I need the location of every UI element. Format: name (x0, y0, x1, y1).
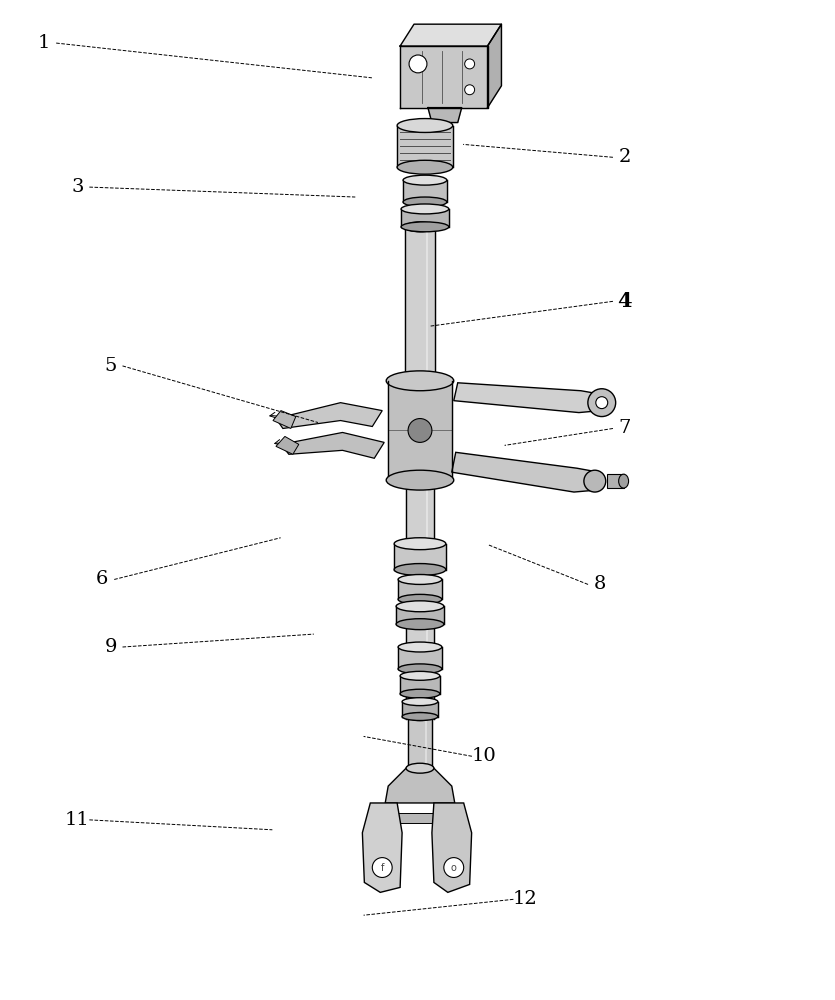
Circle shape (444, 858, 463, 877)
Polygon shape (400, 676, 440, 694)
Ellipse shape (396, 619, 444, 630)
Polygon shape (400, 46, 488, 108)
Ellipse shape (397, 119, 453, 132)
Ellipse shape (398, 642, 442, 652)
Ellipse shape (398, 664, 442, 674)
Ellipse shape (394, 538, 446, 550)
Polygon shape (488, 24, 502, 108)
Polygon shape (405, 227, 435, 381)
Text: 9: 9 (104, 638, 117, 656)
Ellipse shape (402, 713, 438, 721)
Ellipse shape (406, 476, 434, 485)
Ellipse shape (387, 371, 453, 391)
Ellipse shape (398, 594, 442, 604)
Circle shape (465, 85, 474, 95)
Polygon shape (281, 432, 384, 458)
Text: 11: 11 (65, 811, 90, 829)
Text: 12: 12 (513, 890, 538, 908)
Polygon shape (276, 436, 299, 454)
Ellipse shape (406, 763, 434, 773)
Text: 3: 3 (71, 178, 84, 196)
Polygon shape (385, 768, 455, 803)
Circle shape (465, 59, 474, 69)
Ellipse shape (394, 564, 446, 575)
Ellipse shape (403, 197, 447, 207)
Text: f: f (381, 863, 384, 873)
Ellipse shape (401, 222, 448, 232)
Polygon shape (398, 579, 442, 599)
Ellipse shape (405, 222, 435, 232)
Polygon shape (394, 544, 446, 570)
Text: 7: 7 (619, 419, 631, 437)
Ellipse shape (408, 713, 432, 721)
Text: 1: 1 (38, 34, 50, 52)
Polygon shape (402, 702, 438, 717)
Text: 6: 6 (96, 570, 109, 588)
Circle shape (596, 397, 608, 409)
Text: 8: 8 (594, 575, 606, 593)
Text: 5: 5 (104, 357, 117, 375)
Circle shape (372, 858, 392, 877)
Circle shape (588, 389, 615, 417)
Ellipse shape (400, 689, 440, 698)
Polygon shape (401, 209, 448, 227)
Ellipse shape (402, 698, 438, 706)
Ellipse shape (403, 175, 447, 185)
Polygon shape (453, 383, 604, 413)
Polygon shape (452, 452, 599, 492)
Polygon shape (388, 381, 452, 480)
Ellipse shape (400, 671, 440, 680)
Ellipse shape (398, 575, 442, 584)
Ellipse shape (619, 474, 629, 488)
Circle shape (408, 419, 432, 442)
Polygon shape (362, 803, 402, 892)
Polygon shape (398, 647, 442, 669)
Polygon shape (432, 803, 472, 892)
Ellipse shape (584, 470, 605, 492)
Text: 4: 4 (618, 291, 632, 311)
Text: o: o (451, 863, 457, 873)
Text: 2: 2 (619, 148, 631, 166)
Circle shape (409, 55, 427, 73)
Polygon shape (408, 717, 432, 768)
Text: 10: 10 (472, 747, 496, 765)
Polygon shape (607, 474, 624, 488)
Polygon shape (428, 108, 462, 123)
Ellipse shape (396, 601, 444, 612)
Ellipse shape (387, 470, 453, 490)
Polygon shape (397, 126, 453, 167)
Polygon shape (276, 403, 382, 428)
Polygon shape (370, 813, 463, 823)
Polygon shape (396, 606, 444, 624)
Polygon shape (403, 180, 447, 202)
Polygon shape (400, 24, 502, 46)
Polygon shape (273, 411, 296, 428)
Polygon shape (406, 480, 434, 719)
Ellipse shape (397, 160, 453, 174)
Ellipse shape (401, 204, 448, 214)
